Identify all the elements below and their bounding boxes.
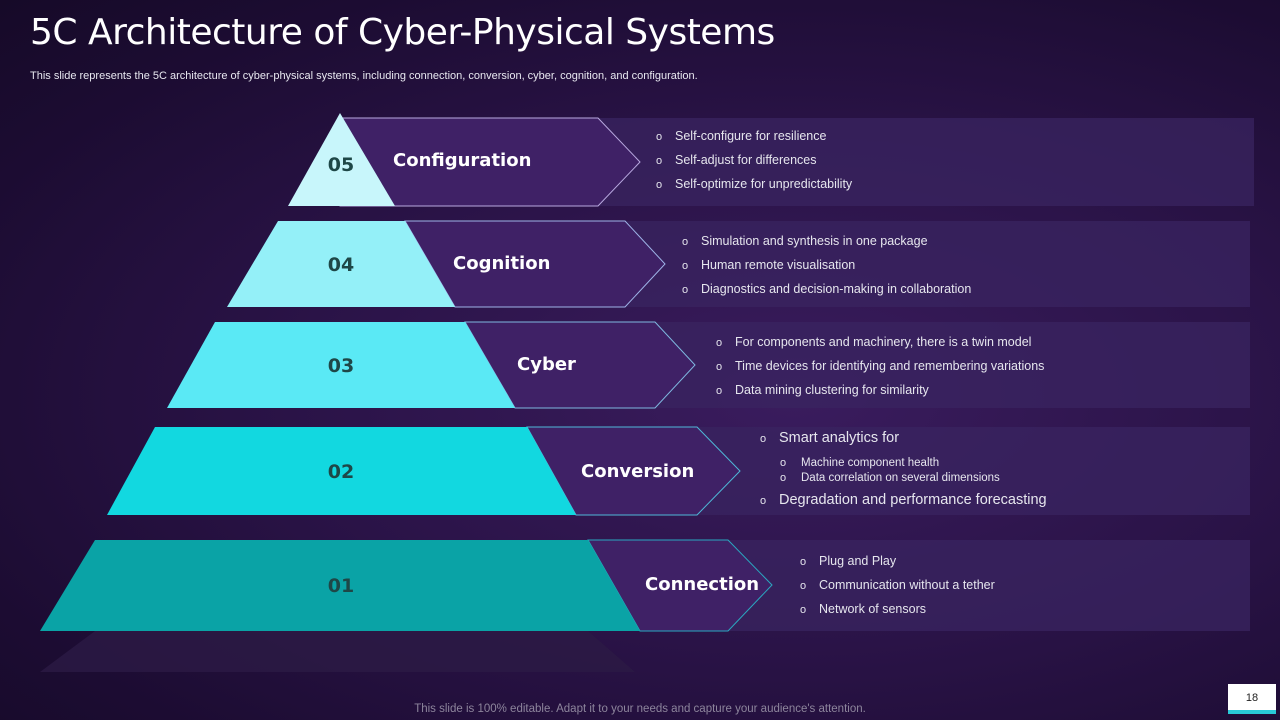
bullet-item: Network of sensors — [800, 597, 995, 621]
pyramid-level-3 — [167, 322, 515, 408]
sub-bullet-item: Machine component health — [780, 456, 1047, 471]
bullet-item: Data mining clustering for similarity — [716, 378, 1044, 402]
pyramid-shadow — [40, 631, 635, 672]
slide-title: 5C Architecture of Cyber-Physical System… — [30, 12, 775, 53]
bullet-list-cyber: For components and machinery, there is a… — [716, 330, 1044, 402]
level-number: 02 — [327, 461, 355, 483]
bullet-list-conversion: Smart analytics for Machine component he… — [760, 428, 1047, 510]
pyramid-level-5 — [288, 113, 395, 206]
page-number: 18 — [1228, 684, 1276, 714]
sub-bullet-item: Data correlation on several dimensions — [780, 471, 1047, 486]
pyramid-level-4 — [227, 221, 455, 307]
level-number: 03 — [327, 355, 355, 377]
level-label: Configuration — [393, 150, 532, 171]
bullet-item: Diagnostics and decision-making in colla… — [682, 277, 971, 301]
bullet-item: Plug and Play — [800, 549, 995, 573]
bullet-item: Human remote visualisation — [682, 253, 971, 277]
level-label: Connection — [645, 574, 760, 595]
level-number: 01 — [327, 575, 355, 597]
pyramid-level-1 — [40, 540, 640, 631]
bullet-item: Simulation and synthesis in one package — [682, 229, 971, 253]
bullet-item: Self-adjust for differences — [656, 148, 852, 172]
bullet-item: Smart analytics for — [760, 428, 1047, 448]
bullet-item: Self-configure for resilience — [656, 124, 852, 148]
bullet-item: Self-optimize for unpredictability — [656, 172, 852, 196]
level-label: Conversion — [581, 461, 695, 482]
level-label: Cyber — [517, 354, 576, 375]
bullet-list-configuration: Self-configure for resilience Self-adjus… — [656, 124, 852, 196]
bullet-item: Communication without a tether — [800, 573, 995, 597]
footer-note: This slide is 100% editable. Adapt it to… — [414, 703, 866, 715]
bullet-item: Degradation and performance forecasting — [760, 490, 1047, 510]
slide-subtitle: This slide represents the 5C architectur… — [30, 70, 698, 82]
level-label: Cognition — [453, 253, 551, 274]
bullet-item: For components and machinery, there is a… — [716, 330, 1044, 354]
bullet-list-connection: Plug and Play Communication without a te… — [800, 549, 995, 621]
level-number: 05 — [327, 154, 355, 176]
bullet-item: Time devices for identifying and remembe… — [716, 354, 1044, 378]
pyramid-level-2 — [107, 427, 576, 515]
level-number: 04 — [327, 254, 355, 276]
bullet-list-cognition: Simulation and synthesis in one package … — [682, 229, 971, 301]
